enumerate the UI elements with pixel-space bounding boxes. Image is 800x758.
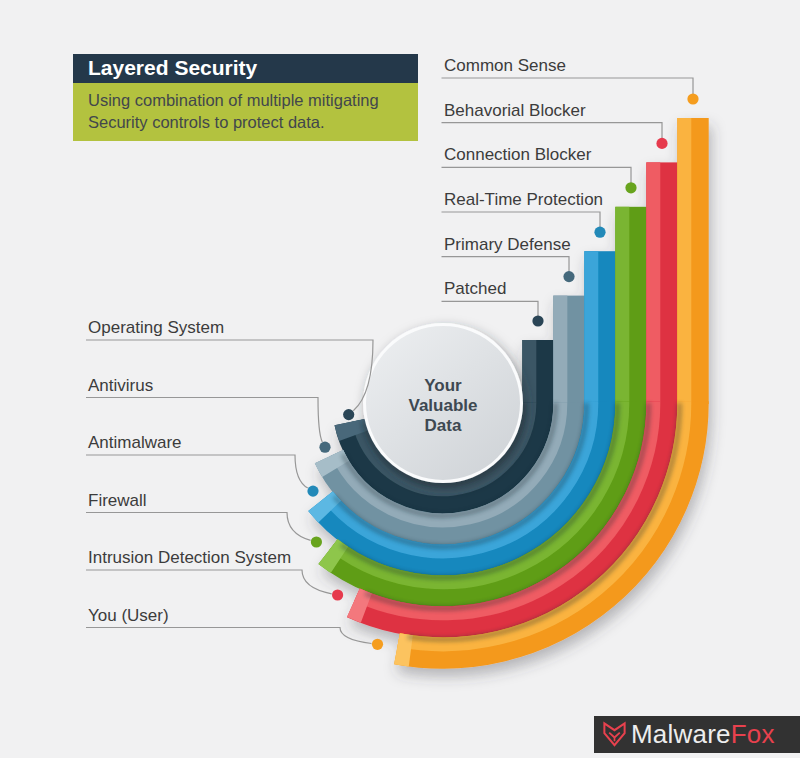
layer-dot-left [372, 639, 383, 650]
leader-line-right [442, 257, 570, 277]
layer-label-right: Common Sense [444, 56, 566, 76]
leader-line-right [442, 78, 694, 99]
layer-label-left: Antivirus [88, 376, 153, 396]
center-line-1: Your [424, 376, 461, 396]
layer-label-left: You (User) [88, 606, 169, 626]
page-title: Layered Security [73, 54, 418, 83]
leader-line-right [442, 301, 539, 321]
logo-text-primary: Malware [631, 719, 731, 749]
layer-label-right: Real-Time Protection [444, 190, 603, 210]
title-block: Layered Security Using combination of mu… [73, 54, 418, 141]
layer-label-left: Operating System [88, 318, 224, 338]
layer-dot-right [625, 182, 636, 193]
layer-label-right: Primary Defense [444, 235, 571, 255]
page-subtitle: Using combination of multiple mitigating… [73, 83, 418, 141]
layer-dot-left [307, 486, 318, 497]
layer-dot-left [343, 409, 354, 420]
layer-dot-right [563, 271, 574, 282]
layer-label-right: Connection Blocker [444, 145, 591, 165]
layer-dot-right [656, 138, 667, 149]
layer-dot-right [532, 315, 543, 326]
leader-line-right [442, 167, 632, 188]
layer-dot-right [687, 93, 698, 104]
layer-dot-left [311, 536, 322, 547]
leader-line-left [86, 570, 332, 594]
leader-line-left [86, 513, 311, 541]
infographic: Layered Security Using combination of mu… [0, 0, 800, 758]
leader-line-left [86, 628, 372, 644]
layer-label-right: Patched [444, 279, 506, 299]
logo-text: MalwareFox [631, 719, 775, 750]
leader-line-left [86, 455, 308, 488]
leader-line-right [442, 212, 601, 232]
logo-text-accent: Fox [731, 719, 775, 749]
leader-line-right [442, 123, 663, 144]
center-circle-label: Your Valuable Data [363, 323, 523, 483]
layer-dot-right [594, 227, 605, 238]
layer-dot-left [332, 589, 343, 600]
layer-label-left: Antimalware [88, 433, 182, 453]
layer-dot-left [319, 442, 330, 453]
logo-bar: MalwareFox [594, 716, 800, 753]
center-line-3: Data [425, 416, 462, 436]
layer-label-left: Firewall [88, 491, 147, 511]
center-line-2: Valuable [409, 396, 478, 416]
malwarefox-logo-icon [601, 721, 628, 748]
layer-label-right: Behavorial Blocker [444, 101, 586, 121]
layer-label-left: Intrusion Detection System [88, 548, 291, 568]
